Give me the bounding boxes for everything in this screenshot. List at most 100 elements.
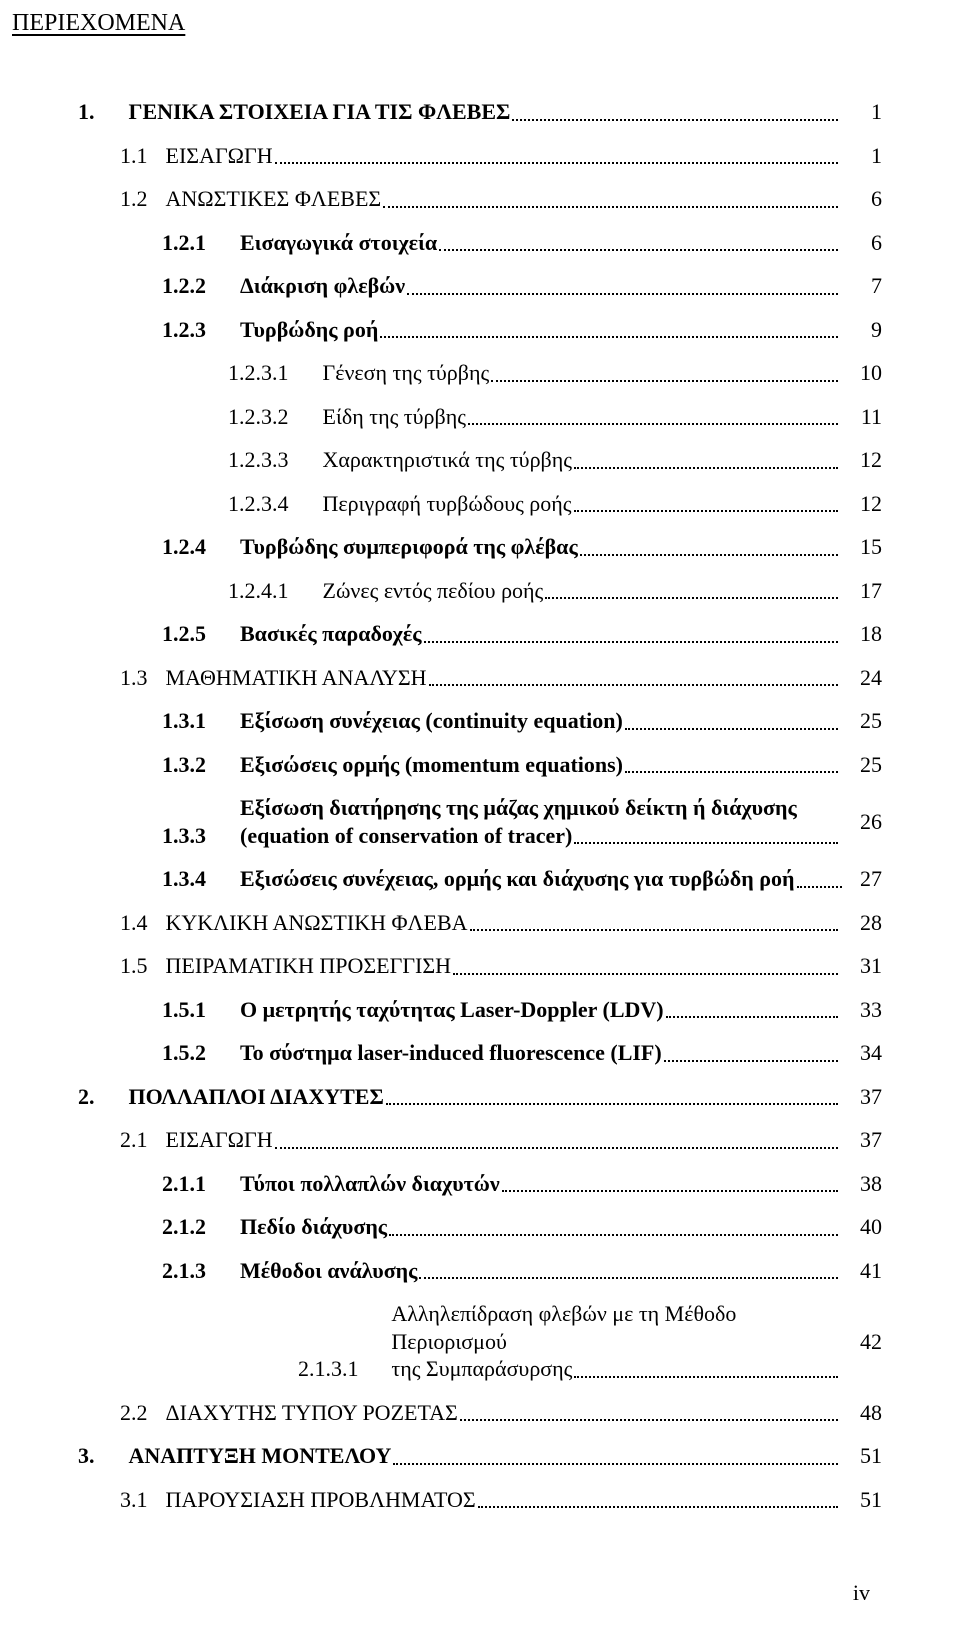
- toc-number: 1.5.2: [162, 1039, 206, 1067]
- toc-number: 1.2.3.3: [228, 446, 289, 474]
- toc-text: Περιγραφή τυρβώδους ροής: [323, 490, 572, 518]
- leader-dots: [389, 1233, 838, 1236]
- page-number-footer: iv: [853, 1580, 870, 1606]
- toc-text: ΑΝΑΠΤΥΞΗ ΜΟΝΤΕΛΟΥ: [129, 1442, 392, 1470]
- toc-number: 1.2.3.2: [228, 403, 289, 431]
- toc-page-number: 17: [842, 577, 882, 605]
- toc-row: 1.4ΚΥΚΛΙΚΗ ΑΝΩΣΤΙΚΗ ΦΛΕΒΑ28: [78, 909, 882, 937]
- leader-dots: [797, 885, 843, 888]
- toc-text: Το σύστημα laser-induced fluorescence (L…: [240, 1039, 662, 1067]
- leader-dots: [545, 596, 838, 599]
- toc-row: 2.1ΕΙΣΑΓΩΓΗ37: [78, 1126, 882, 1154]
- toc-row: 2.1.3Μέθοδοι ανάλυσης41: [78, 1257, 882, 1285]
- toc-page-number: 26: [842, 808, 882, 836]
- toc-page-number: 9: [842, 316, 882, 344]
- toc-page-number: 48: [842, 1399, 882, 1427]
- leader-dots: [574, 1375, 838, 1378]
- toc-text: Τύποι πολλαπλών διαχυτών: [240, 1170, 500, 1198]
- toc-row: 1.5.2 Το σύστημα laser-induced fluorescen…: [78, 1039, 882, 1067]
- toc-number: 1.2.4: [162, 533, 206, 561]
- toc-row: 2.2 ΔΙΑΧΥΤΗΣ ΤΥΠΟΥ ΡΟΖΕΤΑΣ 48: [78, 1399, 882, 1427]
- toc-text: ΑΝΩΣΤΙΚΕΣ ΦΛΕΒΕΣ: [166, 185, 382, 213]
- leader-dots: [625, 770, 838, 773]
- toc-number: 2.1.3.1: [298, 1355, 359, 1383]
- toc-number: 1.5.1: [162, 996, 206, 1024]
- toc-row: 3. ΑΝΑΠΤΥΞΗ ΜΟΝΤΕΛΟΥ 51: [78, 1442, 882, 1470]
- toc-number: 2.1.2: [162, 1213, 206, 1241]
- leader-dots: [393, 1462, 838, 1465]
- toc-row: 2.1.3.1 Αλληλεπίδραση φλεβών με τη Μέθοδο…: [78, 1300, 882, 1383]
- leader-dots: [574, 841, 838, 844]
- toc-row: 1.1ΕΙΣΑΓΩΓΗ1: [78, 142, 882, 170]
- toc-number: 3.1: [120, 1486, 148, 1514]
- toc-page-number: 33: [842, 996, 882, 1024]
- toc-row: 1.3.2Εξισώσεις ορμής (momentum equations…: [78, 751, 882, 779]
- toc-text: ΠΟΛΛΑΠΛΟΙ ΔΙΑΧΥΤΕΣ: [129, 1083, 384, 1111]
- toc-text: Χαρακτηριστικά της τύρβης: [323, 446, 572, 474]
- toc-row: 2.1.2Πεδίο διάχυσης40: [78, 1213, 882, 1241]
- toc-page-number: 51: [842, 1486, 882, 1514]
- leader-dots: [470, 928, 838, 931]
- toc-page-number: 12: [842, 490, 882, 518]
- leader-dots: [380, 335, 838, 338]
- toc-number: 1.3: [120, 664, 148, 692]
- toc-row: 1.2.5Βασικές παραδοχές18: [78, 620, 882, 648]
- toc-text: Είδη της τύρβης: [323, 403, 466, 431]
- toc-page-number: 10: [842, 359, 882, 387]
- toc-number: 1.2.3: [162, 316, 206, 344]
- leader-dots: [275, 1146, 838, 1149]
- leader-dots: [580, 553, 838, 556]
- toc-number: 3.: [78, 1442, 95, 1470]
- toc-page-number: 6: [842, 185, 882, 213]
- toc-page-number: 37: [842, 1126, 882, 1154]
- toc-text: ΔΙΑΧΥΤΗΣ ΤΥΠΟΥ ΡΟΖΕΤΑΣ: [166, 1399, 458, 1427]
- toc-text: Βασικές παραδοχές: [240, 620, 422, 648]
- leader-dots: [478, 1505, 838, 1508]
- leader-dots: [460, 1418, 838, 1421]
- leader-dots: [664, 1059, 838, 1062]
- toc-number: 1.3.1: [162, 707, 206, 735]
- leader-dots: [439, 248, 838, 251]
- toc-row: 1.2.2 Διάκριση φλεβών 7: [78, 272, 882, 300]
- toc-page-number: 34: [842, 1039, 882, 1067]
- toc-text-line1: Αλληλεπίδραση φλεβών με τη Μέθοδο Περιορ…: [391, 1300, 842, 1355]
- leader-dots: [574, 509, 838, 512]
- leader-dots: [383, 205, 838, 208]
- toc-number: 1.2.3.1: [228, 359, 289, 387]
- toc-page-number: 51: [842, 1442, 882, 1470]
- toc-row: 1.2ΑΝΩΣΤΙΚΕΣ ΦΛΕΒΕΣ6: [78, 185, 882, 213]
- toc-row: 1.2.3 Τυρβώδης ροή 9: [78, 316, 882, 344]
- leader-dots: [625, 727, 838, 730]
- leader-dots: [666, 1015, 838, 1018]
- toc-number: 1.2.4.1: [228, 577, 289, 605]
- toc-number: 1.1: [120, 142, 148, 170]
- toc-number: 1.3.4: [162, 865, 206, 893]
- toc-number: 2.2: [120, 1399, 148, 1427]
- toc-text: Ο μετρητής ταχύτητας Laser-Doppler (LDV): [240, 996, 664, 1024]
- leader-dots: [512, 118, 838, 121]
- leader-dots: [386, 1102, 838, 1105]
- leader-dots: [419, 1276, 838, 1279]
- toc-row: 1.2.3.2 Είδη της τύρβης 11: [78, 403, 882, 431]
- leader-dots: [574, 466, 838, 469]
- toc-page-number: 42: [842, 1328, 882, 1356]
- page-header: ΠΕΡΙΕΧΟΜΕΝΑ: [12, 10, 185, 37]
- toc-page-number: 7: [842, 272, 882, 300]
- toc-row: 2.1.1Τύποι πολλαπλών διαχυτών38: [78, 1170, 882, 1198]
- toc-page-number: 11: [842, 403, 882, 431]
- toc-number: 1.4: [120, 909, 148, 937]
- leader-dots: [407, 292, 838, 295]
- toc-text-line1: Εξίσωση διατήρησης της μάζας χημικού δεί…: [240, 794, 842, 822]
- toc-number: 1.: [78, 98, 95, 126]
- toc-text: Τυρβώδης ροή: [240, 316, 378, 344]
- toc-page-number: 38: [842, 1170, 882, 1198]
- toc-text: Διάκριση φλεβών: [240, 272, 405, 300]
- toc-number: 1.2.3.4: [228, 490, 289, 518]
- toc-row: 1.3.3Εξίσωση διατήρησης της μάζας χημικο…: [78, 794, 882, 849]
- toc-text-line2: (equation of conservation of tracer): [240, 822, 572, 850]
- toc-text: ΚΥΚΛΙΚΗ ΑΝΩΣΤΙΚΗ ΦΛΕΒΑ: [166, 909, 468, 937]
- leader-dots: [491, 379, 838, 382]
- toc-number: 1.2.2: [162, 272, 206, 300]
- toc-text: Ζώνες εντός πεδίου ροής: [323, 577, 544, 605]
- leader-dots: [468, 422, 838, 425]
